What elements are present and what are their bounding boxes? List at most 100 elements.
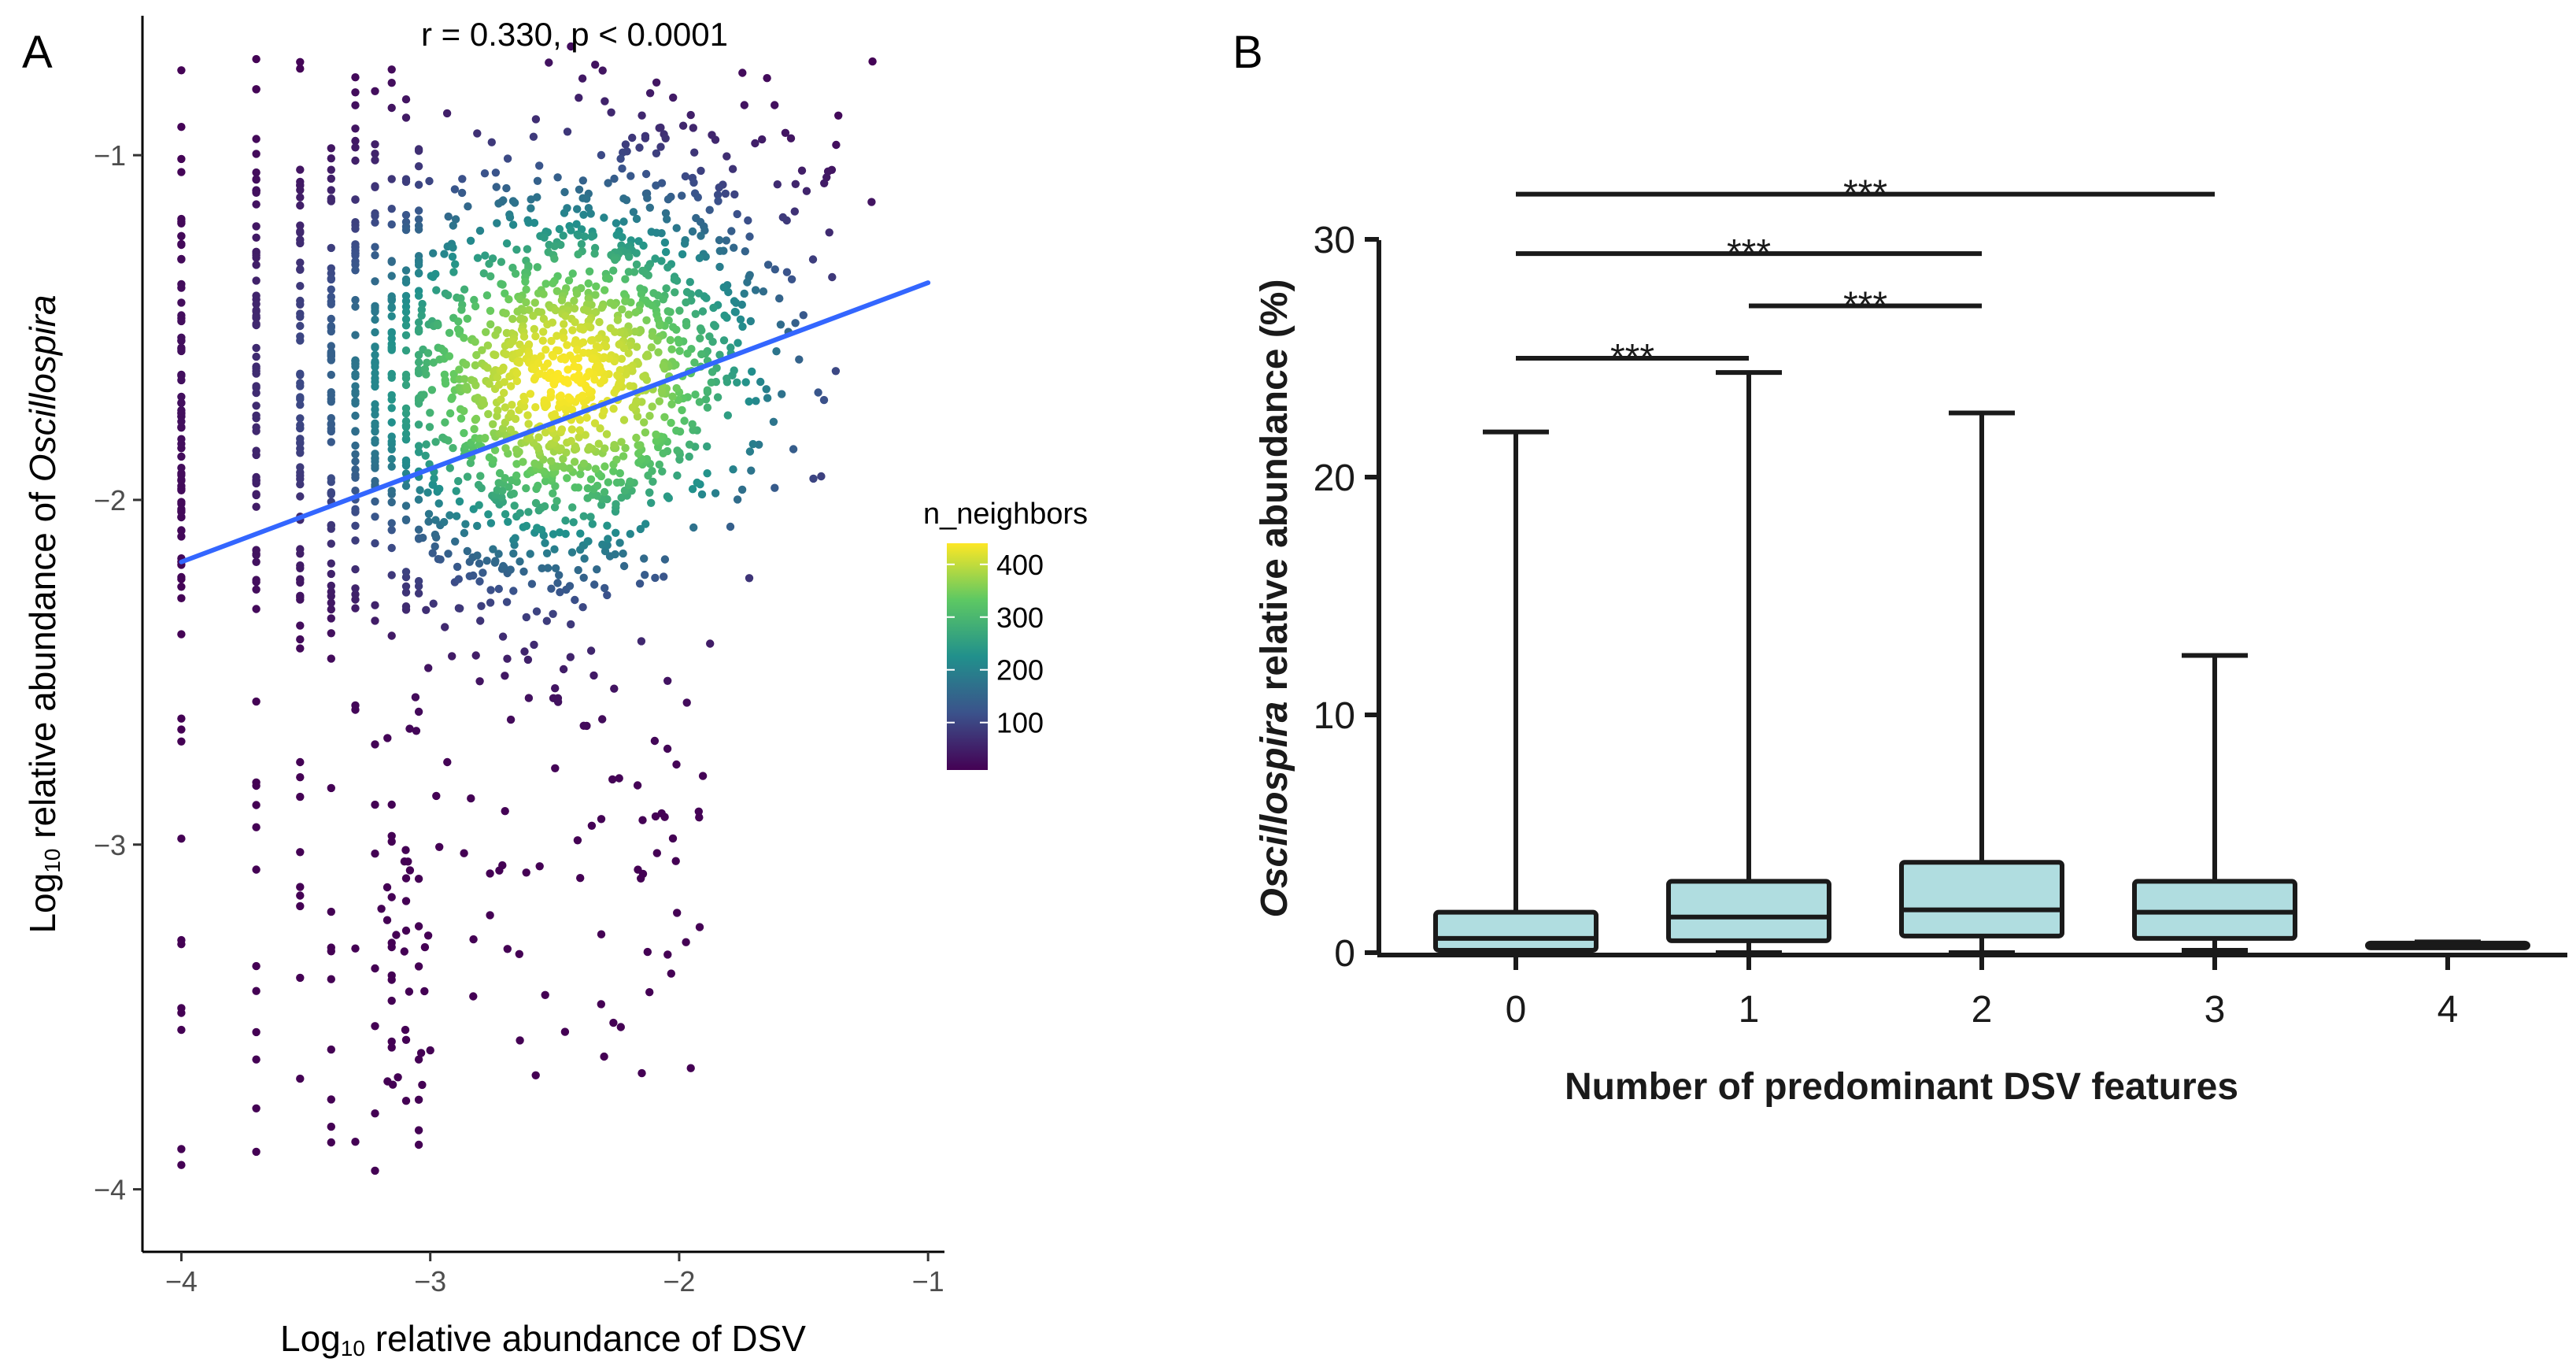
scatter-point [631,308,640,317]
scatter-point [723,411,732,420]
scatter-point [563,128,572,136]
scatter-point [471,338,479,346]
scatter-point [414,291,423,300]
scatter-point [177,346,186,356]
scatter-point [719,283,728,292]
scatter-point [745,397,753,406]
scatter-point [469,992,478,1001]
scatter-point [537,352,545,361]
scatter-point [401,308,411,317]
scatter-point [371,450,379,458]
scatter-point [351,536,360,545]
scatter-point [781,128,790,137]
scatter-point [617,354,626,363]
scatter-point [726,343,735,352]
scatter-point [579,348,588,357]
scatter-point [401,602,411,611]
scatter-point [662,284,671,293]
scatter-point [579,459,589,468]
scatter-point [177,168,186,176]
scatter-point [440,250,449,258]
scatter-point [645,203,654,212]
scatter-point [327,474,335,483]
scatter-point [371,435,379,445]
scatter-point [541,279,550,288]
scatter-point [401,1035,411,1045]
scatter-point [445,328,454,337]
colorbar-tick-label: 300 [996,602,1044,634]
scatter-point [490,446,500,454]
scatter-point [560,320,568,328]
scatter-point [327,520,335,530]
scatter-point [417,305,426,314]
scatter-point [296,792,305,801]
scatter-point [555,571,564,579]
scatter-point [501,444,510,453]
scatter-point [414,162,423,171]
scatter-point [639,372,648,381]
scatter-point [673,909,682,917]
scatter-point [497,493,506,502]
scatter-point [609,301,619,309]
scatter-point [820,179,829,187]
scatter-point [252,276,261,285]
colorbar-title: n_neighbors [923,498,1088,531]
scatter-point [611,255,619,265]
scatter-point [526,390,535,398]
scatter-point [618,164,626,173]
scatter-point [296,435,305,443]
scatter-point [498,632,508,641]
scatter-point [709,303,718,313]
scatter-point [549,609,557,618]
scatter-point [453,562,462,572]
scatter-point [500,388,508,398]
b-y-ticks: 0 10 20 30 [1314,220,1379,975]
scatter-point [405,724,414,733]
scatter-point [737,485,747,494]
scatter-point [663,215,671,224]
scatter-point [296,165,305,174]
scatter-point [534,358,543,368]
scatter-point [177,398,186,407]
scatter-point [371,307,379,317]
x-tick-label: −4 [165,1265,198,1298]
scatter-point [543,564,553,572]
scatter-point [177,66,186,75]
scatter-point [401,582,411,590]
scatter-point [713,393,723,402]
scatter-point [695,398,704,406]
scatter-point [177,317,186,326]
scatter-point [177,464,186,472]
scatter-point [541,477,550,486]
scatter-point [615,468,624,478]
scatter-point [498,280,507,289]
scatter-point [638,816,647,824]
scatter-point [387,938,396,947]
scatter-point [613,316,623,324]
scatter-point [252,801,261,809]
scatter-point [678,191,686,200]
scatter-point [651,573,660,583]
scatter-point [460,849,468,857]
scatter-point [615,539,624,547]
scatter-point [542,549,552,557]
scatter-point [672,760,681,769]
scatter-point [663,744,672,753]
scatter-point [428,549,437,557]
scatter-point [177,283,186,292]
scatter-point [579,721,588,730]
scatter-point [400,947,408,956]
scatter-point [600,487,609,497]
scatter-point [414,1095,423,1105]
scatter-point [423,358,431,367]
scatter-point [423,349,433,357]
scatter-point [698,772,708,780]
scatter-point [638,111,646,120]
scatter-point [669,323,678,331]
scatter-point [708,368,717,376]
scatter-point [177,572,186,582]
scatter-point [487,138,496,146]
scatter-point [449,443,457,453]
scatter-point [296,228,305,237]
scatter-point [635,143,644,152]
